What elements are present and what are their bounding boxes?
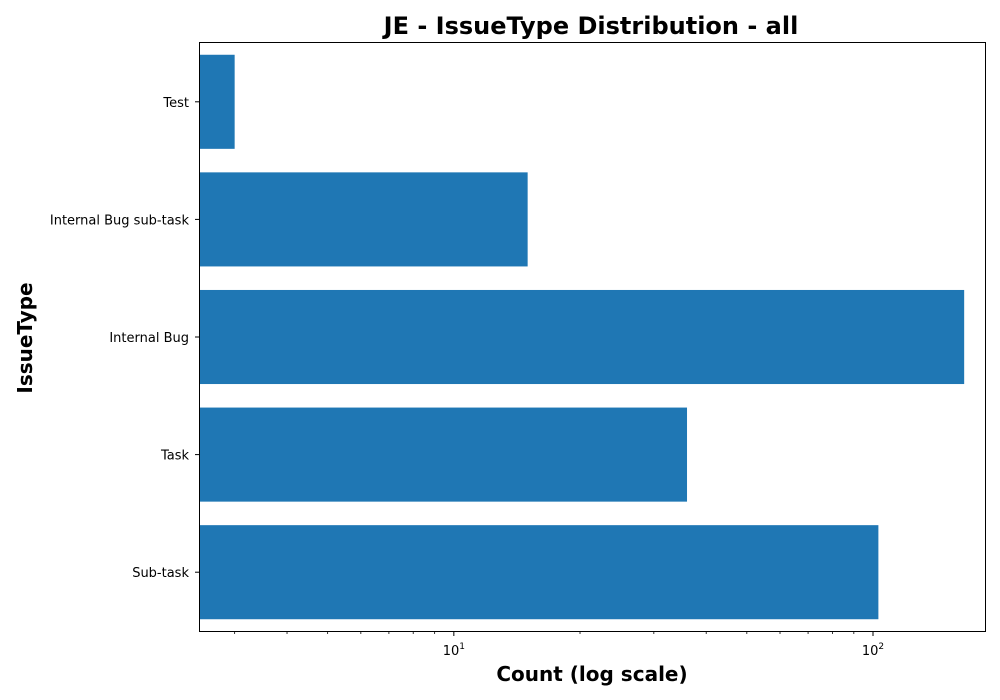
x-ticks-group: 101 102 bbox=[234, 631, 884, 659]
y-tick-label-internal-bug: Internal Bug bbox=[109, 331, 189, 346]
bar-internal-bug bbox=[200, 289, 965, 385]
bar-internal-bug-sub-task bbox=[200, 172, 528, 267]
y-tick-label-task: Task bbox=[160, 449, 190, 464]
y-tick-label-sub-task: Sub-task bbox=[132, 566, 189, 581]
x-tick-label: 101 bbox=[443, 642, 465, 659]
bars-group bbox=[200, 54, 965, 620]
y-ticks-group: Sub-task Task Internal Bug Internal Bug sub… bbox=[50, 96, 200, 581]
y-tick-label-test: Test bbox=[162, 96, 189, 111]
y-axis-label: IssueType bbox=[13, 282, 37, 393]
y-tick-label-internal-bug-sub-task: Internal Bug sub-task bbox=[50, 213, 190, 228]
x-axis-label: Count (log scale) bbox=[496, 662, 687, 686]
bar-task bbox=[200, 407, 688, 502]
chart-title: JE - IssueType Distribution - all bbox=[382, 12, 799, 40]
plot-frame bbox=[199, 42, 986, 632]
x-tick-label: 102 bbox=[862, 642, 884, 659]
bar-sub-task bbox=[200, 525, 879, 620]
bar-test bbox=[200, 54, 235, 149]
